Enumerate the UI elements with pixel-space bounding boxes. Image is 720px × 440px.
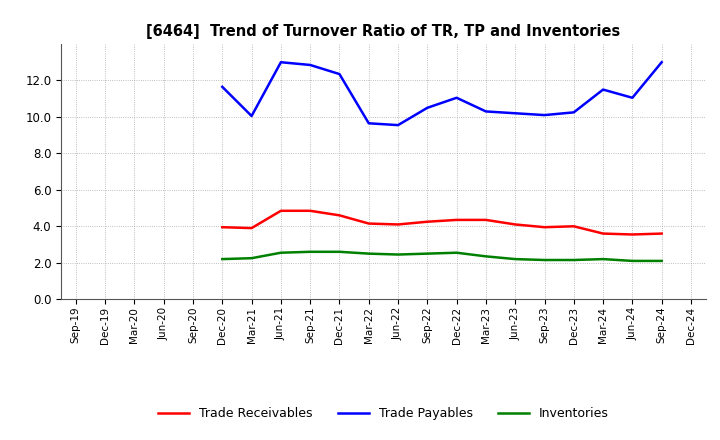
Inventories bbox=[247, 256, 256, 261]
Trade Receivables bbox=[423, 219, 432, 224]
Title: [6464]  Trend of Turnover Ratio of TR, TP and Inventories: [6464] Trend of Turnover Ratio of TR, TP… bbox=[146, 24, 621, 39]
Trade Receivables bbox=[511, 222, 520, 227]
Inventories bbox=[335, 249, 343, 254]
Inventories bbox=[540, 257, 549, 263]
Trade Payables bbox=[394, 122, 402, 128]
Trade Receivables bbox=[628, 232, 636, 237]
Line: Inventories: Inventories bbox=[222, 252, 662, 261]
Trade Receivables bbox=[540, 224, 549, 230]
Trade Payables bbox=[657, 59, 666, 65]
Legend: Trade Receivables, Trade Payables, Inventories: Trade Receivables, Trade Payables, Inven… bbox=[153, 403, 614, 425]
Trade Payables bbox=[364, 121, 373, 126]
Line: Trade Receivables: Trade Receivables bbox=[222, 211, 662, 235]
Inventories bbox=[511, 257, 520, 262]
Trade Payables bbox=[452, 95, 461, 100]
Inventories bbox=[482, 254, 490, 259]
Trade Payables bbox=[335, 71, 343, 77]
Trade Payables bbox=[218, 84, 227, 89]
Inventories bbox=[657, 258, 666, 264]
Trade Payables bbox=[306, 62, 315, 68]
Inventories bbox=[452, 250, 461, 255]
Inventories bbox=[218, 257, 227, 262]
Trade Receivables bbox=[394, 222, 402, 227]
Inventories bbox=[423, 251, 432, 256]
Line: Trade Payables: Trade Payables bbox=[222, 62, 662, 125]
Trade Payables bbox=[570, 110, 578, 115]
Trade Receivables bbox=[218, 224, 227, 230]
Inventories bbox=[394, 252, 402, 257]
Trade Receivables bbox=[657, 231, 666, 236]
Trade Payables bbox=[423, 105, 432, 110]
Trade Receivables bbox=[364, 221, 373, 226]
Inventories bbox=[628, 258, 636, 264]
Trade Receivables bbox=[247, 225, 256, 231]
Trade Payables bbox=[482, 109, 490, 114]
Inventories bbox=[364, 251, 373, 256]
Trade Receivables bbox=[452, 217, 461, 223]
Inventories bbox=[570, 257, 578, 263]
Trade Receivables bbox=[306, 208, 315, 213]
Trade Payables bbox=[599, 87, 608, 92]
Trade Receivables bbox=[482, 217, 490, 223]
Trade Payables bbox=[247, 114, 256, 119]
Trade Receivables bbox=[276, 208, 285, 213]
Inventories bbox=[306, 249, 315, 254]
Inventories bbox=[276, 250, 285, 255]
Trade Payables bbox=[628, 95, 636, 100]
Trade Receivables bbox=[570, 224, 578, 229]
Trade Payables bbox=[511, 110, 520, 116]
Trade Payables bbox=[276, 59, 285, 65]
Trade Payables bbox=[540, 113, 549, 118]
Trade Receivables bbox=[335, 213, 343, 218]
Trade Receivables bbox=[599, 231, 608, 236]
Inventories bbox=[599, 257, 608, 262]
